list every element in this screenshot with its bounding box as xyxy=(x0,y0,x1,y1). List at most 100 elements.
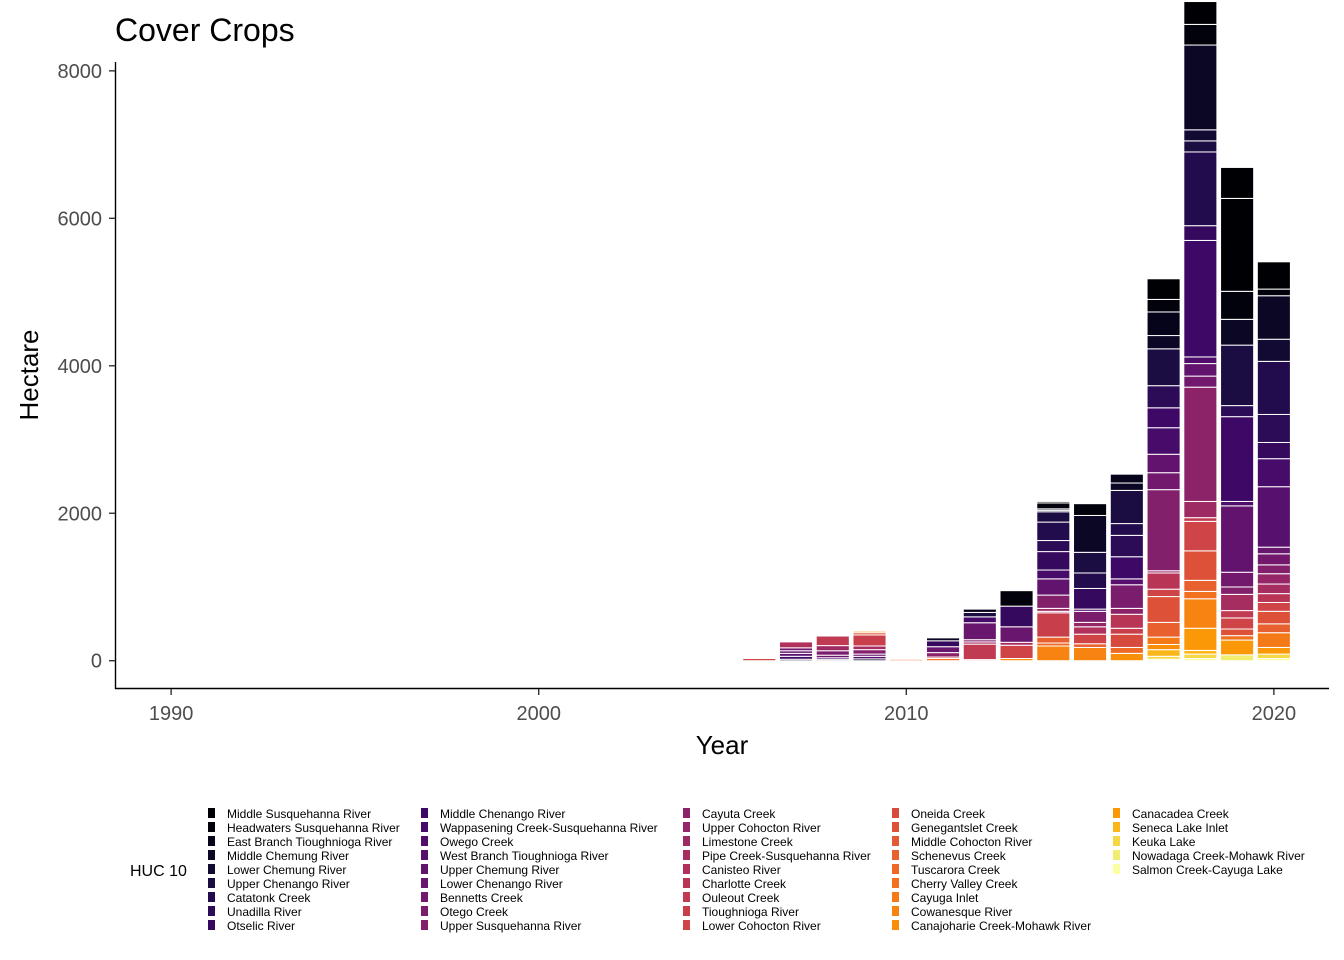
bar-segment xyxy=(1256,583,1291,595)
bar-segment xyxy=(852,630,887,634)
y-tick-label: 2000 xyxy=(58,503,103,525)
bar-segment xyxy=(1220,500,1255,507)
bar-segment xyxy=(1220,639,1255,656)
bar-segment xyxy=(1183,627,1218,651)
bar-segment xyxy=(1146,385,1181,409)
bar-segment xyxy=(1036,569,1071,580)
bar-segment xyxy=(1220,586,1255,595)
legend-label: Schenevus Creek xyxy=(911,849,1007,863)
bar-segment xyxy=(1109,482,1144,491)
legend-swatch xyxy=(683,864,690,874)
bar-segment xyxy=(1256,632,1291,648)
bar-segment xyxy=(1036,612,1071,638)
bar-segment xyxy=(1220,505,1255,573)
y-tick-label: 0 xyxy=(91,651,102,673)
legend-title: HUC 10 xyxy=(130,863,187,880)
bar-segment xyxy=(1036,502,1071,510)
legend-swatch xyxy=(208,892,215,902)
bar-segment xyxy=(962,608,997,613)
bar-segment xyxy=(1073,503,1108,516)
legend-swatch xyxy=(421,808,428,818)
legend-label: East Branch Tioughnioga River xyxy=(227,835,392,849)
legend-swatch xyxy=(892,892,899,902)
bar-segment xyxy=(742,656,777,658)
bar-segment xyxy=(1036,551,1071,571)
bar-segment xyxy=(1183,386,1218,502)
bar-segment xyxy=(1183,517,1218,522)
x-axis-title: Year xyxy=(696,730,749,760)
bar-segment xyxy=(815,650,850,656)
bar-segment xyxy=(1109,534,1144,558)
legend-swatch xyxy=(683,836,690,846)
bar-segment xyxy=(1256,338,1291,362)
bar-segment xyxy=(1220,593,1255,612)
bar-segment xyxy=(1256,261,1291,290)
bar-segment xyxy=(1073,626,1108,635)
bar-segment xyxy=(1256,360,1291,415)
legend-swatch xyxy=(892,808,899,818)
legend-swatch xyxy=(208,920,215,930)
legend-label: Upper Chenango River xyxy=(227,877,350,891)
bar-segment xyxy=(1220,197,1255,292)
legend-swatch xyxy=(208,808,215,818)
bar-segment xyxy=(1036,511,1071,523)
bar-segment xyxy=(1183,239,1218,358)
legend-label: Bennetts Creek xyxy=(440,891,524,905)
bar-segment xyxy=(1036,636,1071,644)
legend-swatch xyxy=(421,836,428,846)
bar-segment xyxy=(1183,579,1218,592)
bar-segment xyxy=(1109,523,1144,536)
legend-label: Tioughnioga River xyxy=(702,905,799,919)
bar-segment xyxy=(1220,318,1255,346)
bar-segment xyxy=(1146,298,1181,313)
bar-segment xyxy=(1183,375,1218,388)
bar-segment xyxy=(852,649,887,655)
legend-label: Seneca Lake Inlet xyxy=(1132,821,1229,835)
legend-swatch xyxy=(1113,822,1120,832)
bar-segment xyxy=(1183,151,1218,227)
bar-segment xyxy=(1073,610,1108,623)
bar-segment xyxy=(1183,140,1218,153)
bar-segment xyxy=(1073,514,1108,553)
bar-segment xyxy=(1109,627,1144,635)
legend-swatch xyxy=(208,850,215,860)
legend-swatch xyxy=(421,878,428,888)
legend-label: Limestone Creek xyxy=(702,835,794,849)
bar-segment xyxy=(1256,623,1291,634)
legend-label: Oneida Creek xyxy=(911,807,986,821)
legend-label: Owego Creek xyxy=(440,835,514,849)
legend-swatch xyxy=(421,822,428,832)
chart-title: Cover Crops xyxy=(115,12,295,48)
bar-segment xyxy=(1146,596,1181,623)
legend-swatch xyxy=(421,864,428,874)
legend-swatch xyxy=(208,822,215,832)
bar-segment xyxy=(1146,311,1181,337)
bar-segment xyxy=(1256,553,1291,566)
bar-segment xyxy=(999,590,1034,607)
bar-segment xyxy=(1220,166,1255,199)
bar-segment xyxy=(1036,578,1071,596)
bar-segment xyxy=(1183,44,1218,131)
bar-segment xyxy=(962,616,997,624)
legend-swatch xyxy=(421,850,428,860)
legend-swatch xyxy=(892,822,899,832)
legend-label: Tuscarora Creek xyxy=(911,863,1001,877)
bar-segment xyxy=(815,635,850,647)
legend-label: Pipe Creek-Susquehanna River xyxy=(702,849,871,863)
bar-segment xyxy=(1183,23,1218,46)
legend-label: Cayuga Inlet xyxy=(911,891,979,905)
bar-segment xyxy=(1146,489,1181,572)
legend-swatch xyxy=(683,808,690,818)
bar-segment xyxy=(852,645,887,651)
bar-segment xyxy=(1146,453,1181,474)
bar-segment xyxy=(778,641,814,649)
legend-swatch xyxy=(208,878,215,888)
bar-segment xyxy=(962,643,997,661)
bar-segment xyxy=(1146,649,1181,657)
bars-group xyxy=(742,1,1291,662)
bar-segment xyxy=(1036,645,1071,662)
bar-segment xyxy=(1146,335,1181,350)
bar-segment xyxy=(1073,643,1108,648)
legend-label: Ouleout Creek xyxy=(702,891,780,905)
